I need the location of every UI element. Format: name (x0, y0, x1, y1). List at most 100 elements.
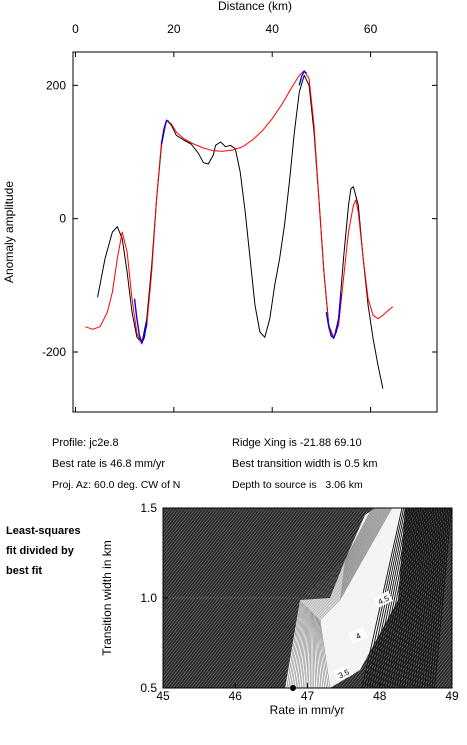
low-misfit-region (285, 508, 405, 688)
ridge-crossing: Ridge Xing is -21.88 69.10 (232, 437, 362, 449)
contour-line (163, 508, 224, 586)
contour-line (163, 508, 188, 540)
contour-line (397, 618, 452, 688)
contour-line (419, 508, 442, 688)
contour-label-text: 4.5 (377, 594, 391, 607)
contour-line (376, 508, 413, 688)
contour-line (284, 508, 373, 688)
contour-line (297, 508, 378, 688)
contour-line (163, 508, 194, 547)
contour-line (394, 508, 425, 688)
contour-line (376, 591, 452, 688)
contour-line (401, 508, 430, 688)
profile-plot-frame (72, 51, 438, 413)
x-tick-label: 60 (364, 22, 378, 36)
contour-line (424, 508, 445, 688)
contour-line (306, 508, 382, 688)
x-tick-label: 40 (266, 22, 280, 36)
contour-line (379, 508, 415, 688)
contour-label: 3.5 (333, 664, 353, 682)
contour-line (163, 508, 212, 571)
x-axis-label: Distance (km) (218, 0, 292, 13)
contour-line (431, 508, 451, 688)
contour-line (429, 508, 449, 688)
x-tick-label: 46 (229, 689, 243, 703)
contour-line (163, 508, 221, 582)
profile-name: Profile: jc2e.8 (52, 437, 119, 449)
contour-line (399, 508, 428, 688)
contour-line (461, 508, 467, 688)
contour-line (235, 508, 377, 688)
contour-line (163, 508, 230, 594)
contour-line (310, 508, 384, 688)
y-tick-label: -200 (42, 345, 66, 359)
contour-line (163, 508, 215, 574)
projection-azimuth: Proj. Az: 60.0 deg. CW of N (52, 479, 181, 491)
contour-line (386, 508, 420, 688)
contour-line (409, 633, 452, 688)
contour-labels: 4.5 4 3.5 (333, 590, 393, 682)
contour-line (314, 508, 388, 688)
x-tick-label: 0 (72, 22, 79, 36)
contour-line (163, 508, 227, 590)
contour-line (352, 560, 452, 688)
contour-line (290, 508, 375, 688)
contour-line (286, 508, 373, 688)
series-line-0 (97, 74, 384, 389)
contour-line (293, 508, 377, 688)
x-tick-label: 49 (445, 689, 459, 703)
profile-series (85, 70, 394, 389)
contour-line (288, 508, 374, 688)
contour-line (319, 508, 393, 688)
contour-line (396, 508, 427, 688)
contour-line (424, 652, 452, 688)
contour-line (384, 508, 418, 688)
contour-line (381, 508, 417, 688)
contour-line (163, 508, 197, 551)
contour-line (418, 645, 452, 688)
contour-line (315, 508, 389, 688)
contour-line (374, 508, 411, 688)
contour-line (421, 649, 452, 688)
contour-line (434, 508, 452, 688)
contour-label-box (348, 626, 368, 644)
x-tick-label: 47 (301, 689, 315, 703)
contour-line (313, 508, 386, 688)
side-note-line: best fit (6, 565, 43, 577)
series-line-5 (325, 293, 342, 339)
contour-line (455, 508, 467, 688)
contour-line (304, 508, 381, 688)
contour-line (409, 508, 435, 688)
contour-line (458, 508, 467, 688)
x-tick-label: 45 (156, 689, 170, 703)
contour-line (379, 595, 452, 688)
y-tick-label: 1.5 (140, 501, 157, 515)
best-rate: Best rate is 46.8 mm/yr (52, 458, 166, 470)
contour-line (301, 508, 380, 688)
series-line-3 (160, 120, 170, 145)
contour-line (295, 508, 377, 688)
contour-line (427, 656, 452, 688)
contour-line (163, 508, 206, 563)
contour-line (358, 568, 452, 688)
contour-line (364, 575, 452, 688)
contour-line (406, 508, 434, 688)
contour-line (163, 508, 200, 555)
contour-line (389, 508, 422, 688)
contour-label-text: 4 (354, 631, 362, 641)
series-line-4 (298, 70, 308, 86)
contour-line (403, 625, 452, 688)
contour-line (163, 508, 209, 567)
contour-line (314, 508, 387, 688)
contour-line (311, 508, 385, 688)
contour-label: 4.5 (373, 590, 393, 608)
contour-line (367, 579, 452, 688)
y-tick-label: 0.5 (140, 681, 157, 695)
contour-line (318, 508, 392, 688)
contour-line (415, 641, 452, 688)
contour-line (317, 508, 390, 688)
contour-line (414, 508, 439, 688)
contour-line (391, 508, 423, 688)
contour-line (411, 508, 437, 688)
contour-line (163, 508, 233, 598)
